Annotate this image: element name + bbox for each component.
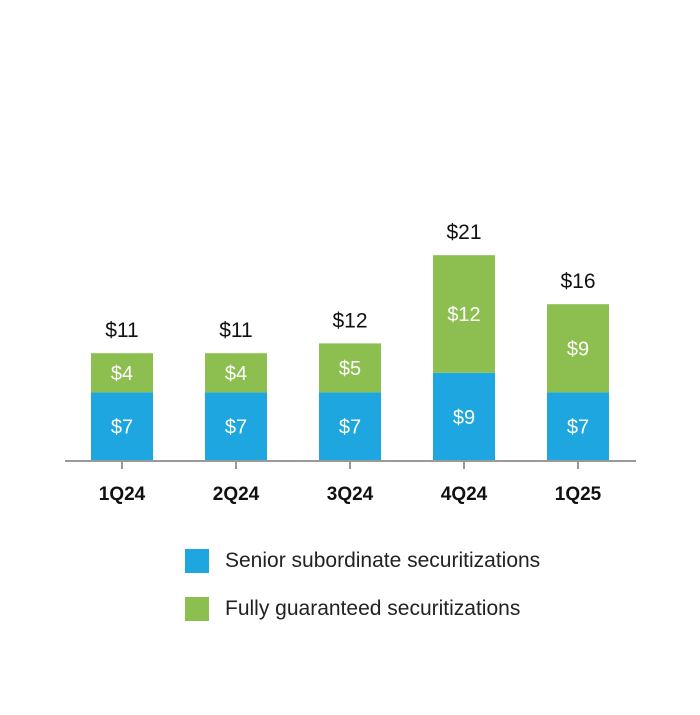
bar-label-1q24-senior-subordinate: $7 (111, 417, 133, 439)
x-tick-label-3q24: 3Q24 (327, 484, 374, 505)
total-label-1q25: $16 (560, 270, 595, 293)
total-label-3q24: $12 (332, 309, 367, 332)
x-axis-ticks: 1Q24 2Q24 3Q24 4Q24 1Q25 (99, 461, 602, 505)
legend-swatch-senior-subordinate (185, 549, 209, 573)
legend-label-senior-subordinate: Senior subordinate securitizations (225, 549, 541, 572)
total-label-2q24: $11 (219, 319, 252, 342)
total-label-4q24: $21 (446, 221, 481, 244)
legend: Senior subordinate securitizations Fully… (185, 548, 540, 644)
bar-3q24-fully-guaranteed (319, 343, 381, 393)
legend-item-fully-guaranteed: Fully guaranteed securitizations (185, 596, 540, 622)
bar-label-2q24-senior-subordinate: $7 (225, 417, 247, 439)
labels-layer: $7 $4 $11 $7 $4 $11 $7 $5 $12 $9 $12 $21 $7 $9 $16 (105, 221, 595, 439)
bar-4q24-senior-subordinate (433, 372, 495, 461)
bars-layer (91, 255, 609, 461)
bar-1q25-fully-guaranteed (547, 304, 609, 393)
bar-label-1q25-senior-subordinate: $7 (567, 417, 589, 439)
legend-label-fully-guaranteed: Fully guaranteed securitizations (225, 597, 521, 620)
bar-1q24-senior-subordinate (91, 392, 153, 461)
bar-label-1q25-fully-guaranteed: $9 (567, 338, 589, 360)
x-tick-label-1q25: 1Q25 (555, 484, 602, 505)
bar-label-4q24-fully-guaranteed: $12 (447, 304, 480, 326)
x-tick-label-4q24: 4Q24 (441, 484, 488, 505)
legend-item-senior-subordinate: Senior subordinate securitizations (185, 548, 540, 574)
bar-label-1q24-fully-guaranteed: $4 (111, 363, 133, 385)
x-tick-label-1q24: 1Q24 (99, 484, 146, 505)
bar-1q24-fully-guaranteed (91, 353, 153, 393)
bar-2q24-fully-guaranteed (205, 353, 267, 393)
legend-swatch-fully-guaranteed (185, 597, 209, 621)
bar-2q24-senior-subordinate (205, 392, 267, 461)
bar-1q25-senior-subordinate (547, 392, 609, 461)
bar-label-2q24-fully-guaranteed: $4 (225, 363, 247, 385)
x-tick-label-2q24: 2Q24 (213, 484, 260, 505)
bar-label-3q24-senior-subordinate: $7 (339, 417, 361, 439)
bar-3q24-senior-subordinate (319, 392, 381, 461)
bar-4q24-fully-guaranteed (433, 255, 495, 373)
bar-label-3q24-fully-guaranteed: $5 (339, 358, 361, 380)
bar-label-4q24-senior-subordinate: $9 (453, 407, 475, 429)
total-label-1q24: $11 (105, 319, 138, 342)
